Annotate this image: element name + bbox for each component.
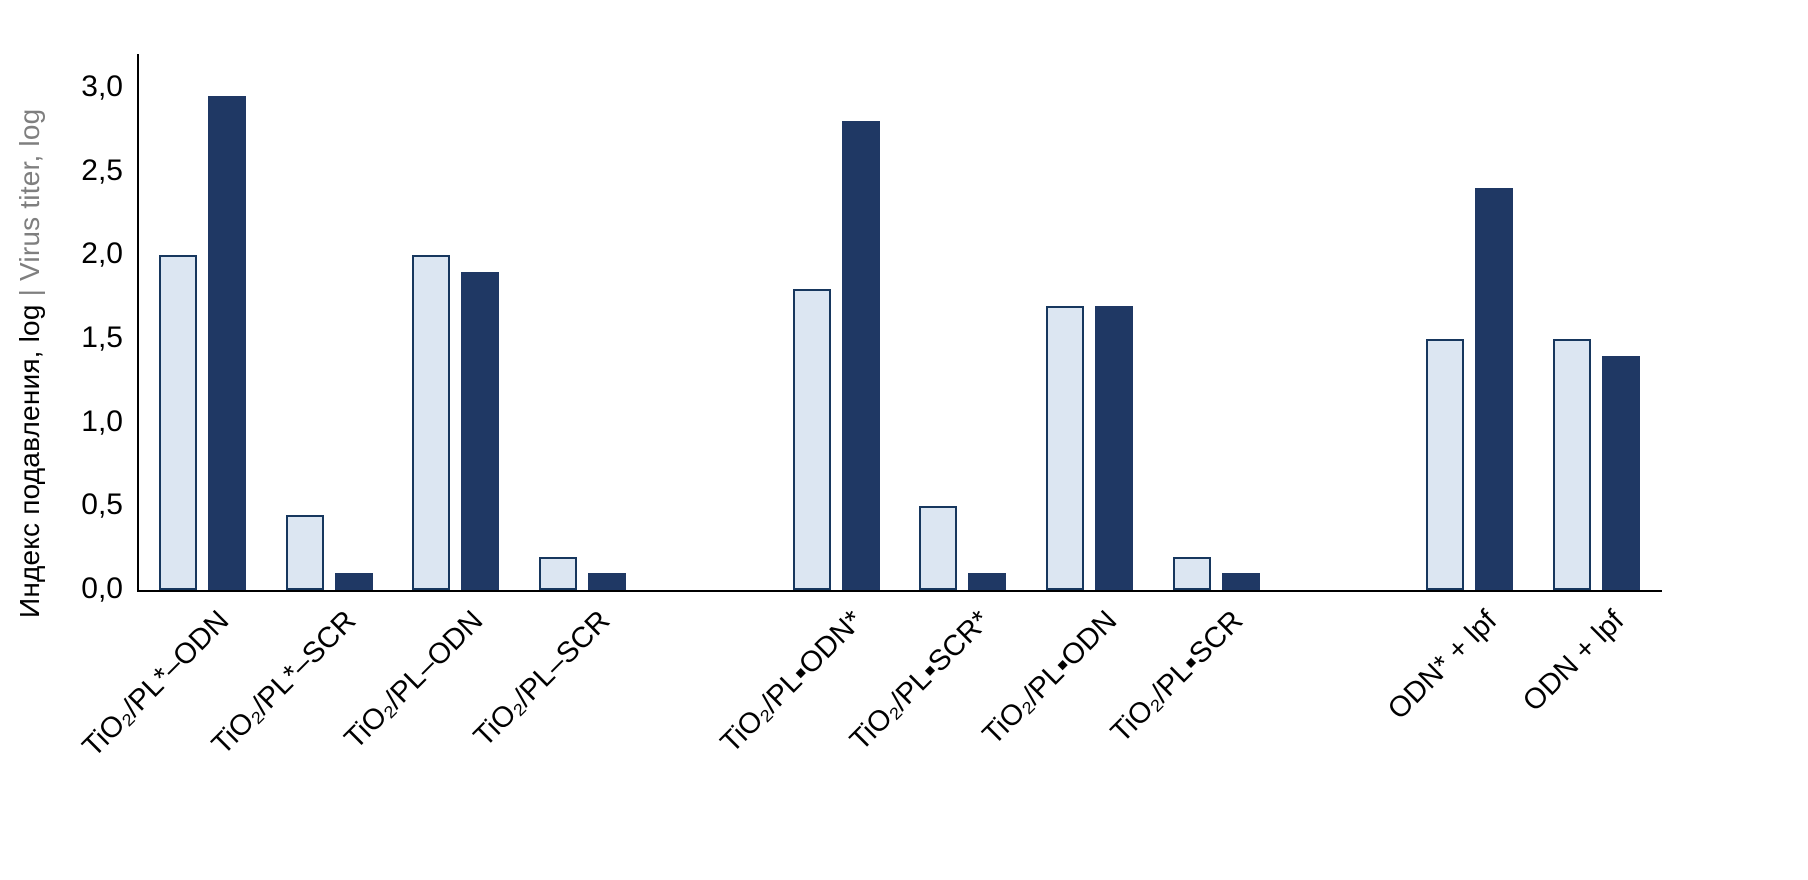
x-category-label: TiO₂/PL▪SCR [1105,604,1250,749]
bar-virus-titer [461,272,500,590]
bar-suppression-index [1553,339,1592,590]
x-category-label: ODN + lpf [1516,604,1630,718]
bar-suppression-index [1046,306,1085,590]
bar-virus-titer [207,96,246,590]
bar-virus-titer [1221,573,1260,590]
y-axis-tick-label: 0,0 [81,572,123,605]
bar-suppression-index [539,557,578,590]
x-category-label: TiO₂/PL▪ODN [976,604,1123,752]
bar-suppression-index [285,515,324,590]
y-axis-tick-label: 1,0 [81,404,123,438]
y-axis-tick-label: 0,5 [81,488,123,522]
x-category-label: TiO₂/PL▪ODN* [714,604,870,760]
bar-virus-titer [1602,356,1641,590]
bar-virus-titer [968,573,1007,590]
y-axis-tick-label: 2,0 [81,237,123,271]
y-axis-tick-labels: 0,0 0,5 1,0 1,5 2,0 2,5 3,0 [0,0,139,880]
x-category-label: ODN* + lpf [1381,604,1504,726]
y-axis-tick-label: 3,0 [81,70,123,103]
bar-virus-titer [1095,306,1134,590]
y-axis-tick-label: 1,5 [81,321,123,354]
x-category-label: TiO₂/PL*–SCR [206,604,363,761]
bar-suppression-index [1172,557,1211,590]
bar-suppression-index [412,255,451,590]
bar-suppression-index [792,289,831,590]
bar-virus-titer [588,573,627,590]
x-category-label: TiO₂/PL–SCR [467,604,616,753]
bar-suppression-index [1426,339,1465,590]
bar-virus-titer [1475,188,1514,590]
y-axis-tick-label: 2,5 [81,153,123,187]
bar-virus-titer [334,573,373,590]
bar-suppression-index [158,255,197,590]
y-axis-line [137,54,139,592]
bar-suppression-index [919,506,958,590]
bar-virus-titer [841,121,880,590]
plot-area [139,88,1660,590]
x-category-label: TiO₂/PL▪SCR* [843,604,997,757]
x-category-label: TiO₂/PL–ODN [338,604,490,756]
x-axis-line [137,590,1662,592]
